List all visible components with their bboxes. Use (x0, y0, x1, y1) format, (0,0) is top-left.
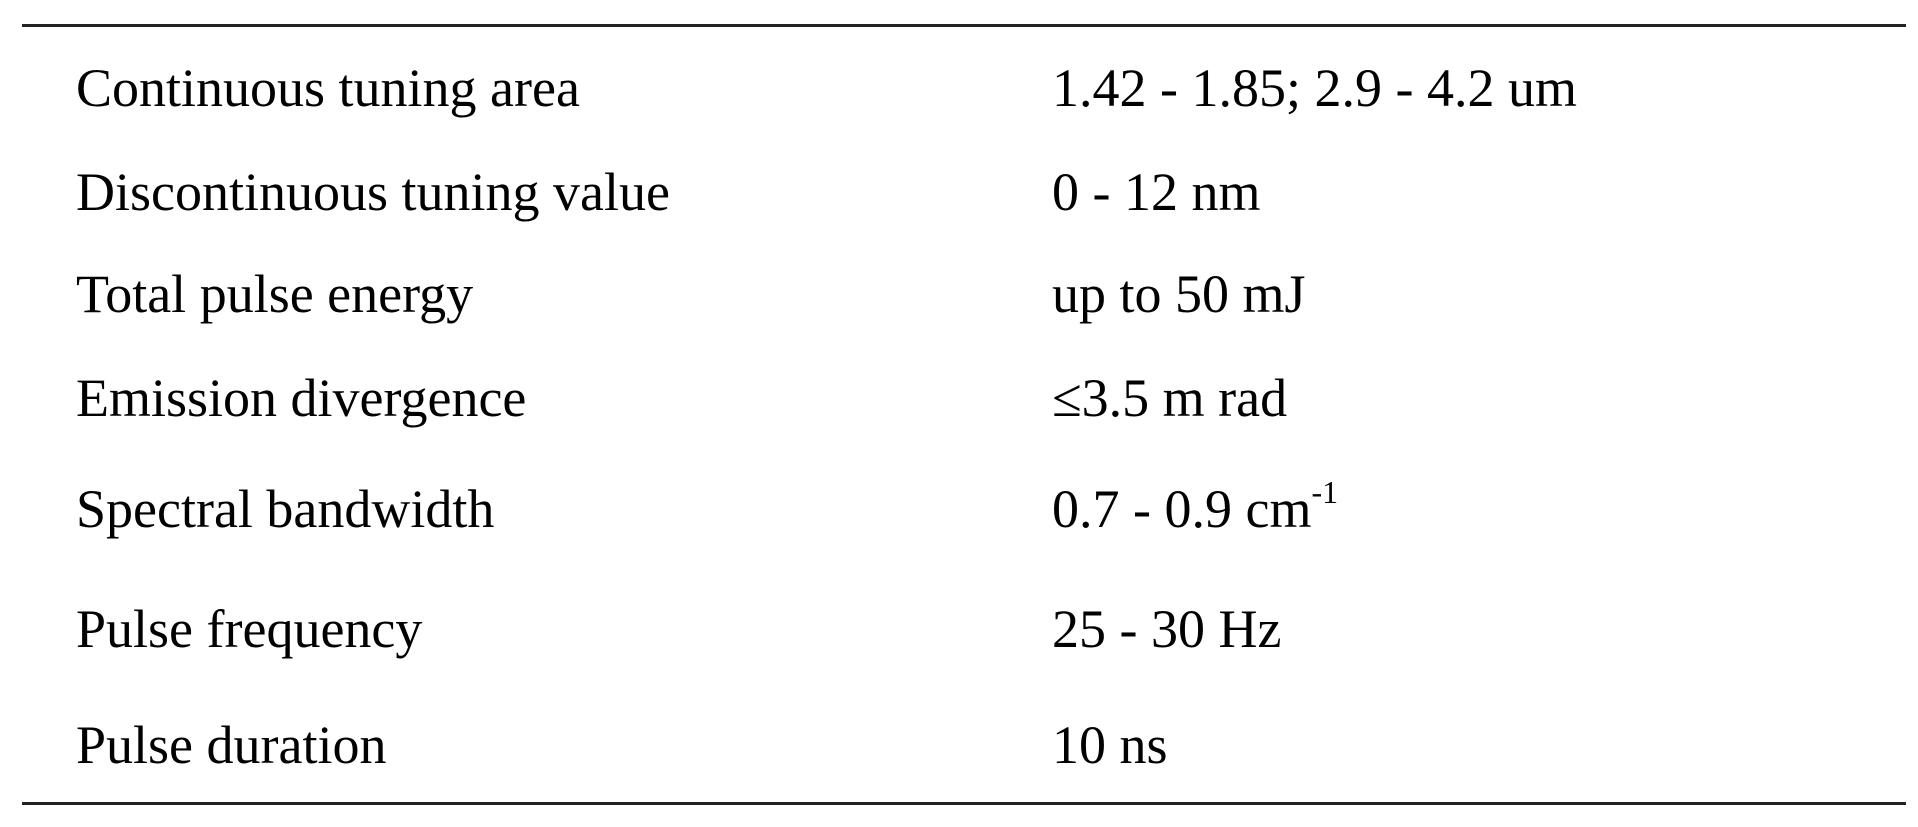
value-text: up to 50 mJ (1052, 264, 1306, 324)
value-text: 0 - 12 nm (1052, 162, 1261, 222)
value-text: 1.42 - 1.85; 2.9 - 4.2 um (1052, 58, 1577, 118)
parameter-cell: Emission divergence (76, 368, 527, 428)
value-cell: ≤3.5 m rad (1052, 371, 1287, 425)
value-cell: 0 - 12 nm (1052, 165, 1261, 219)
parameter-cell: Pulse duration (76, 715, 387, 775)
parameter-cell: Pulse frequency (76, 599, 423, 659)
value-superscript: -1 (1311, 474, 1339, 510)
parameter-cell: Spectral bandwidth (76, 479, 495, 539)
value-cell: up to 50 mJ (1052, 267, 1306, 321)
value-cell: 10 ns (1052, 718, 1168, 772)
value-text: ≤3.5 m rad (1052, 368, 1288, 428)
top-rule (22, 24, 1906, 27)
value-text: 10 ns (1052, 715, 1168, 775)
value-cell: 0.7 - 0.9 cm-1 (1052, 476, 1338, 539)
parameter-cell: Discontinuous tuning value (76, 162, 670, 222)
bottom-rule (22, 802, 1906, 805)
parameter-cell: Continuous tuning area (76, 58, 580, 118)
value-text: 25 - 30 Hz (1052, 599, 1282, 659)
value-cell: 25 - 30 Hz (1052, 602, 1281, 656)
value-cell: 1.42 - 1.85; 2.9 - 4.2 um (1052, 61, 1577, 115)
parameter-cell: Total pulse energy (76, 264, 474, 324)
value-text: 0.7 - 0.9 cm (1052, 479, 1312, 539)
